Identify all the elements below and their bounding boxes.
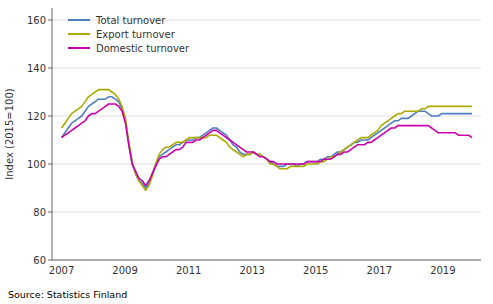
y-axis-line: [52, 8, 53, 260]
plot-area: [62, 90, 472, 191]
x-axis-line: [52, 260, 481, 261]
chart: 60 80 100 120 140 160 2007 2009 2011 2013 2015 2017…: [0, 0, 493, 304]
series-line: [62, 104, 472, 186]
y-tick: [48, 164, 52, 165]
legend-label: Export turnover: [96, 29, 176, 40]
grid-line: [52, 68, 481, 69]
grid-line: [52, 164, 481, 165]
y-tick: [48, 260, 52, 261]
y-axis-label: Index (2015=100): [4, 88, 15, 180]
source-note: Source: Statistics Finland: [8, 289, 127, 300]
x-tick-label: 2019: [430, 265, 455, 276]
legend-swatch: [68, 47, 90, 49]
grid-line: [52, 260, 481, 261]
grid-line: [52, 116, 481, 117]
legend-swatch: [68, 19, 90, 21]
y-tick-label: 120: [27, 111, 46, 122]
x-tick-label: 2013: [239, 265, 264, 276]
legend-label: Domestic turnover: [96, 43, 190, 54]
y-tick-label: 140: [27, 63, 46, 74]
y-tick: [48, 68, 52, 69]
y-tick: [48, 20, 52, 21]
y-tick-label: 80: [33, 207, 46, 218]
x-tick-label: 2007: [49, 265, 74, 276]
y-tick: [48, 212, 52, 213]
series-line: [62, 90, 472, 191]
legend-label: Total turnover: [95, 15, 166, 26]
y-tick-label: 160: [27, 15, 46, 26]
y-tick-label: 100: [27, 159, 46, 170]
y-tick: [48, 116, 52, 117]
x-tick-label: 2017: [367, 265, 392, 276]
legend: Total turnover Export turnover Domestic tu…: [68, 15, 190, 54]
grid-line: [52, 212, 481, 213]
x-tick-label: 2015: [303, 265, 328, 276]
y-tick-label: 60: [33, 255, 46, 266]
x-tick-label: 2009: [112, 265, 137, 276]
legend-swatch: [68, 33, 90, 35]
x-tick-label: 2011: [176, 265, 201, 276]
